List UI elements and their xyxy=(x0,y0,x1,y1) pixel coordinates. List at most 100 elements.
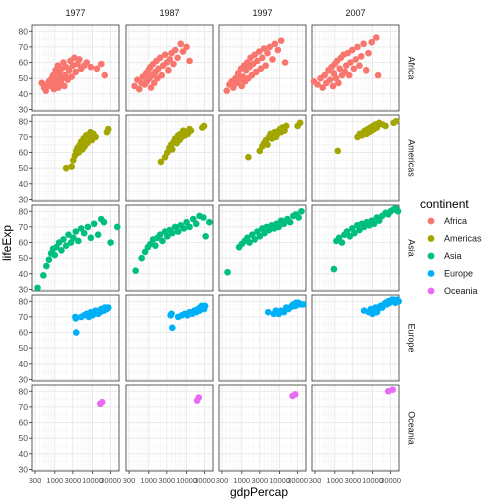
panel-Americas-1977 xyxy=(31,114,120,202)
data-point xyxy=(72,315,80,322)
legend-label: Africa xyxy=(444,216,467,226)
legend-swatch xyxy=(427,235,435,242)
y-tick-label: 80 xyxy=(19,386,29,396)
data-point xyxy=(75,237,82,245)
panel-background xyxy=(32,25,119,111)
panel-background xyxy=(32,385,119,471)
data-point xyxy=(186,223,193,231)
data-point xyxy=(282,122,290,130)
data-point xyxy=(171,223,179,231)
data-point xyxy=(166,56,174,63)
data-point xyxy=(392,117,400,125)
panel-border xyxy=(31,294,120,382)
data-point xyxy=(245,153,252,161)
axes: 30 40 50 60 70 80 30 40 50 60 70 80 30 40 50 60 70 80 30 40… xyxy=(19,26,402,485)
x-tick-label: 300 xyxy=(123,476,136,485)
legend-label: Asia xyxy=(444,251,462,261)
data-point xyxy=(321,71,328,79)
panel-Oceania-1997 xyxy=(218,384,307,472)
data-point xyxy=(68,163,75,170)
data-point xyxy=(179,48,187,55)
panel-Asia-2007 xyxy=(311,204,402,292)
data-point xyxy=(94,231,102,239)
data-point xyxy=(42,87,50,94)
data-point xyxy=(338,239,346,246)
data-point xyxy=(83,59,91,66)
panel-border xyxy=(218,204,307,292)
panel-Oceania-2007 xyxy=(311,384,400,472)
data-point xyxy=(174,54,181,62)
data-point xyxy=(113,223,121,231)
data-point xyxy=(356,62,363,69)
data-point xyxy=(45,256,53,264)
data-point xyxy=(356,226,363,234)
data-point xyxy=(394,207,402,215)
data-point xyxy=(266,43,274,51)
data-point xyxy=(330,265,338,273)
y-tick-label: 70 xyxy=(19,132,29,142)
panel-border xyxy=(125,24,214,112)
data-point xyxy=(201,302,209,310)
data-point xyxy=(255,48,263,55)
data-point xyxy=(254,57,261,65)
data-point xyxy=(299,301,307,308)
data-point xyxy=(170,60,177,68)
y-tick-label: 80 xyxy=(19,26,29,36)
panel-border xyxy=(311,204,400,292)
panel-border xyxy=(31,384,120,472)
data-point xyxy=(351,229,358,237)
panel-border xyxy=(311,24,400,112)
data-point xyxy=(275,223,283,231)
data-point xyxy=(100,218,108,226)
data-point xyxy=(345,71,353,79)
data-point xyxy=(183,218,190,226)
panel-Europe-1977 xyxy=(31,294,120,382)
data-point xyxy=(187,127,195,134)
panel-Americas-1997 xyxy=(218,114,307,202)
panel-border xyxy=(125,294,214,382)
x-tick-label: 10000 xyxy=(269,476,290,485)
y-tick-label: 30 xyxy=(19,284,29,294)
panel-background xyxy=(219,115,306,201)
y-tick-label: 60 xyxy=(19,148,29,158)
panel-border xyxy=(218,24,307,112)
y-tick-label: 60 xyxy=(19,328,29,338)
data-point xyxy=(372,34,380,41)
y-tick-label: 50 xyxy=(19,343,29,353)
data-point xyxy=(262,62,270,69)
x-tick-label: 10000 xyxy=(82,476,103,485)
y-tick-label: 70 xyxy=(19,222,29,232)
data-point xyxy=(360,40,367,48)
data-point xyxy=(319,84,327,91)
panel-Africa-2007 xyxy=(310,24,400,112)
data-point xyxy=(368,38,376,46)
data-point xyxy=(200,122,208,130)
data-point xyxy=(200,214,207,221)
data-point xyxy=(326,76,334,84)
data-point xyxy=(93,65,101,73)
y-tick-label: 40 xyxy=(19,89,29,99)
legend-swatch xyxy=(427,270,435,277)
data-point xyxy=(347,59,354,66)
data-point xyxy=(157,158,165,166)
data-point xyxy=(357,52,365,60)
x-tick-label: 1000 xyxy=(326,476,343,485)
x-tick-label: 10000 xyxy=(176,476,197,485)
data-point xyxy=(70,234,77,242)
panel-border xyxy=(311,114,400,202)
data-point xyxy=(256,232,264,240)
data-point xyxy=(354,43,361,51)
legend-item-asia: Asia xyxy=(427,251,462,261)
facet-col-label-2007: 2007 xyxy=(345,8,365,18)
data-point xyxy=(374,71,382,79)
panel-border xyxy=(125,384,214,472)
data-point xyxy=(65,231,72,239)
y-tick-label: 50 xyxy=(19,73,29,83)
panel-border xyxy=(31,24,120,112)
data-point xyxy=(395,297,402,305)
x-tick-label: 30000 xyxy=(380,476,401,485)
data-point xyxy=(177,40,185,48)
data-point xyxy=(223,87,231,94)
data-point xyxy=(230,84,237,91)
y-tick-label: 30 xyxy=(19,374,29,384)
